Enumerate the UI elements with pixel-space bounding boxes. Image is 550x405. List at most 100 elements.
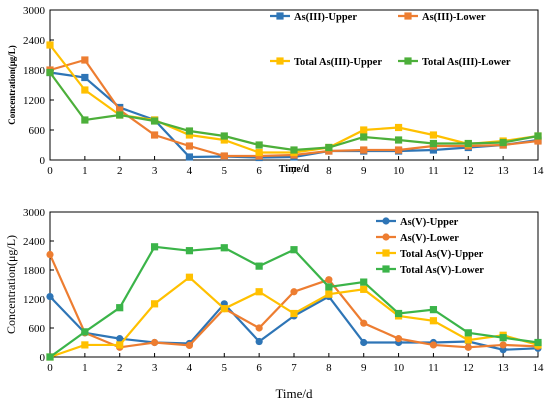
data-point — [429, 306, 438, 314]
y-tick-label: 1200 — [23, 95, 46, 107]
y-tick-label: 1200 — [23, 294, 46, 306]
data-point — [81, 116, 89, 124]
legend-marker — [404, 57, 412, 65]
data-point — [325, 143, 333, 152]
data-point — [499, 138, 507, 147]
y-tick-label: 2400 — [23, 35, 46, 47]
data-point — [464, 139, 472, 148]
data-point — [150, 131, 159, 139]
x-tick-label: 7 — [291, 362, 297, 374]
data-point — [116, 111, 124, 119]
legend-item: Total As(III)-Upper — [270, 57, 382, 68]
data-point — [429, 341, 438, 349]
data-point — [185, 153, 194, 161]
legend-marker — [382, 217, 390, 225]
x-tick-label: 1 — [82, 165, 88, 177]
data-point — [46, 41, 54, 49]
y-tick-label: 2400 — [23, 236, 46, 248]
data-point — [464, 343, 472, 351]
x-tick-label: 3 — [152, 362, 158, 374]
x-tick-label: 7 — [291, 165, 297, 177]
data-point — [185, 247, 194, 255]
data-point — [429, 146, 438, 154]
data-point — [185, 341, 194, 349]
y-tick-label: 1800 — [23, 65, 46, 77]
data-point — [81, 73, 89, 82]
x-tick-label: 6 — [256, 362, 262, 374]
legend-label: Total As(III)-Upper — [294, 57, 382, 68]
data-point — [360, 133, 368, 141]
x-tick-label: 12 — [463, 362, 474, 374]
data-point — [150, 338, 159, 347]
x-axis-label: Time/d — [279, 164, 310, 175]
data-point — [429, 131, 438, 139]
data-point — [394, 309, 403, 318]
legend-label: As(III)-Lower — [422, 12, 486, 23]
y-tick-label: 1800 — [23, 265, 46, 277]
data-point — [185, 142, 194, 150]
x-tick-label: 10 — [393, 362, 405, 374]
data-point — [46, 353, 54, 361]
data-point — [46, 250, 54, 259]
data-point — [185, 131, 194, 139]
plot-frame — [49, 9, 539, 161]
data-point — [46, 292, 54, 301]
data-point — [81, 56, 89, 64]
data-point — [360, 319, 368, 327]
series-total-as-iii-lower — [46, 68, 542, 154]
data-point — [325, 290, 333, 298]
data-point — [81, 328, 89, 336]
x-tick-label: 14 — [533, 165, 545, 177]
data-point — [220, 136, 228, 144]
data-point — [290, 246, 298, 254]
x-tick-label: 1 — [82, 362, 88, 374]
legend: As(III)-Upper As(III)-Lower Total As(III)-… — [270, 12, 511, 68]
x-tick-label: 9 — [361, 362, 367, 374]
x-tick-label: 8 — [326, 165, 332, 177]
data-point — [394, 136, 403, 144]
data-point — [255, 324, 263, 332]
data-point — [325, 283, 333, 291]
data-point — [290, 309, 298, 318]
x-tick-label: 13 — [498, 165, 510, 177]
x-tick-label: 6 — [256, 165, 262, 177]
data-point — [116, 106, 124, 114]
legend-item: As(III)-Upper — [270, 12, 357, 23]
data-point — [255, 141, 263, 149]
data-point — [499, 341, 507, 349]
data-point — [429, 317, 438, 325]
data-point — [360, 146, 368, 154]
data-point — [116, 304, 124, 312]
legend-label: As(III)-Upper — [294, 12, 357, 23]
x-tick-label: 0 — [47, 362, 53, 374]
data-point — [290, 288, 298, 296]
x-tick-label: 12 — [463, 165, 474, 177]
y-tick-label: 3000 — [23, 5, 46, 17]
data-point — [360, 278, 368, 286]
data-point — [220, 132, 228, 140]
data-point — [81, 341, 89, 349]
x-tick-label: 4 — [187, 362, 193, 374]
data-point — [360, 126, 368, 134]
legend-item: Total As(V)-Lower — [376, 265, 484, 276]
data-point — [220, 305, 228, 313]
data-point — [464, 329, 472, 337]
x-tick-label: 2 — [117, 165, 123, 177]
legend-item: As(V)-Lower — [376, 233, 459, 244]
legend-label: Total As(III)-Lower — [422, 57, 511, 68]
legend-marker — [276, 57, 284, 65]
data-point — [255, 288, 263, 296]
y-tick-label: 3000 — [23, 207, 46, 219]
legend-label: Total As(V)-Lower — [400, 265, 484, 276]
data-point — [150, 243, 159, 251]
y-tick-label: 0 — [40, 155, 46, 167]
data-point — [255, 262, 263, 270]
x-tick-label: 5 — [222, 362, 228, 374]
data-point — [255, 337, 263, 346]
data-point — [185, 127, 194, 135]
data-point — [290, 146, 298, 154]
data-point — [46, 68, 54, 77]
data-point — [464, 336, 472, 344]
